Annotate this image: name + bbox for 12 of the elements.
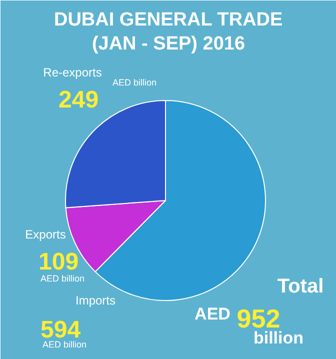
- slice-label: Imports: [75, 294, 116, 308]
- text: AED billion: [40, 274, 85, 284]
- chart-title: DUBAI GENERAL TRADE (JAN - SEP) 2016: [54, 10, 283, 54]
- text: AED billion: [112, 78, 157, 88]
- text: AED billion: [42, 340, 87, 350]
- slice-label: Exports: [25, 228, 66, 242]
- data-label: 249: [58, 86, 99, 114]
- data-label: 109: [38, 248, 79, 276]
- text: Total: [277, 276, 324, 298]
- text: billion: [253, 328, 304, 348]
- text: AED: [194, 304, 230, 324]
- slice-label: Re-exports: [43, 66, 102, 80]
